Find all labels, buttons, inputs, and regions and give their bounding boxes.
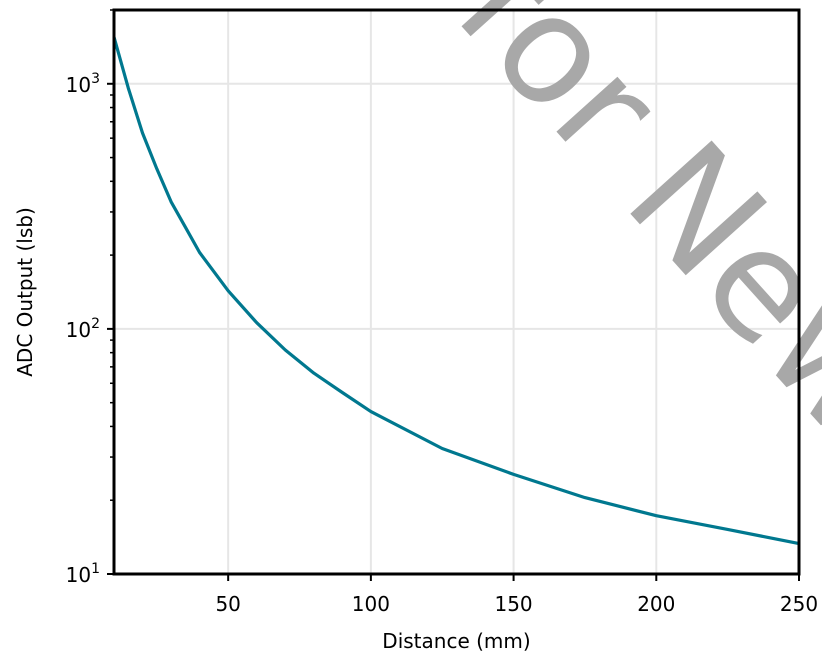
x-tick-label: 50 — [215, 592, 240, 616]
y-tick-label: 102 — [66, 316, 100, 342]
y-tick-label: 103 — [66, 71, 100, 97]
x-tick-label: 100 — [352, 592, 390, 616]
y-axis-label: ADC Output (lsb) — [13, 207, 37, 377]
x-tick-label: 150 — [494, 592, 532, 616]
series-layer — [112, 36, 800, 546]
watermark: for New — [424, 0, 822, 470]
x-axis-label: Distance (mm) — [382, 629, 530, 653]
y-tick-label: 101 — [66, 561, 100, 587]
x-tick-label: 250 — [780, 592, 818, 616]
plot-frame — [112, 8, 801, 576]
x-tick-label: 200 — [637, 592, 675, 616]
axis-ticks: 50 100 150 200 250 101 102 103 — [66, 9, 818, 616]
watermark-text: for New — [424, 0, 822, 470]
series-line — [112, 36, 800, 546]
